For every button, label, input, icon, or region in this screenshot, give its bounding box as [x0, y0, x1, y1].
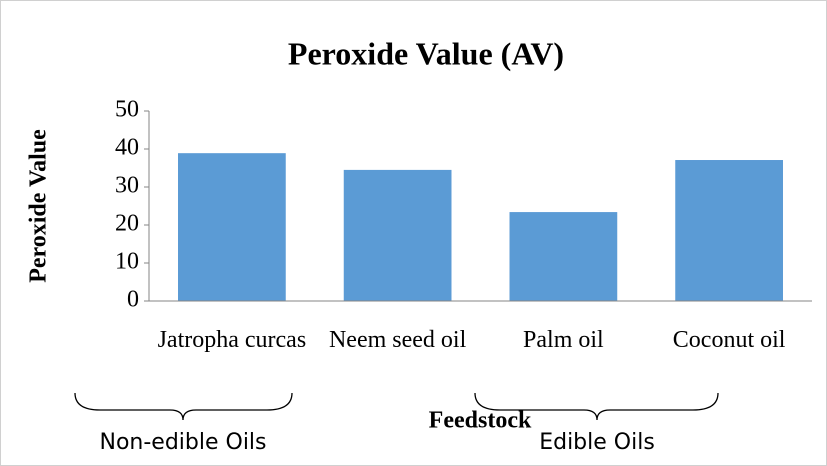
y-tick-label: 30	[115, 173, 139, 199]
bar	[343, 169, 452, 301]
x-tick-label-box: Palm oil	[523, 327, 604, 353]
chart-title: Peroxide Value (AV)	[288, 35, 564, 71]
x-axis-label: Feedstock	[429, 408, 532, 434]
y-axis-label: Peroxide Value	[26, 129, 52, 283]
y-tick-label: 20	[115, 211, 139, 237]
x-tick-label-box: Coconut oil	[672, 327, 786, 353]
x-tick-label: Palm oil	[523, 327, 604, 353]
x-tick-label: Jatropha curcas	[157, 327, 307, 353]
bar	[509, 212, 618, 301]
y-tick-label: 50	[115, 97, 139, 123]
bar	[178, 153, 286, 301]
y-tick-label: 0	[127, 287, 139, 313]
brace	[74, 392, 293, 421]
group-label: Edible Oils	[539, 430, 655, 455]
x-tick-label-box: Neem seed oil	[328, 327, 467, 353]
group-label: Non-edible Oils	[99, 430, 266, 455]
brace	[474, 392, 719, 421]
x-tick-label-box: Jatropha curcas	[157, 327, 307, 353]
x-tick-label: Neem seed oil	[328, 327, 467, 353]
y-tick-label: 40	[115, 135, 139, 161]
bar	[675, 160, 783, 301]
y-tick-label: 10	[115, 249, 139, 275]
x-tick-label: Coconut oil	[672, 327, 786, 353]
